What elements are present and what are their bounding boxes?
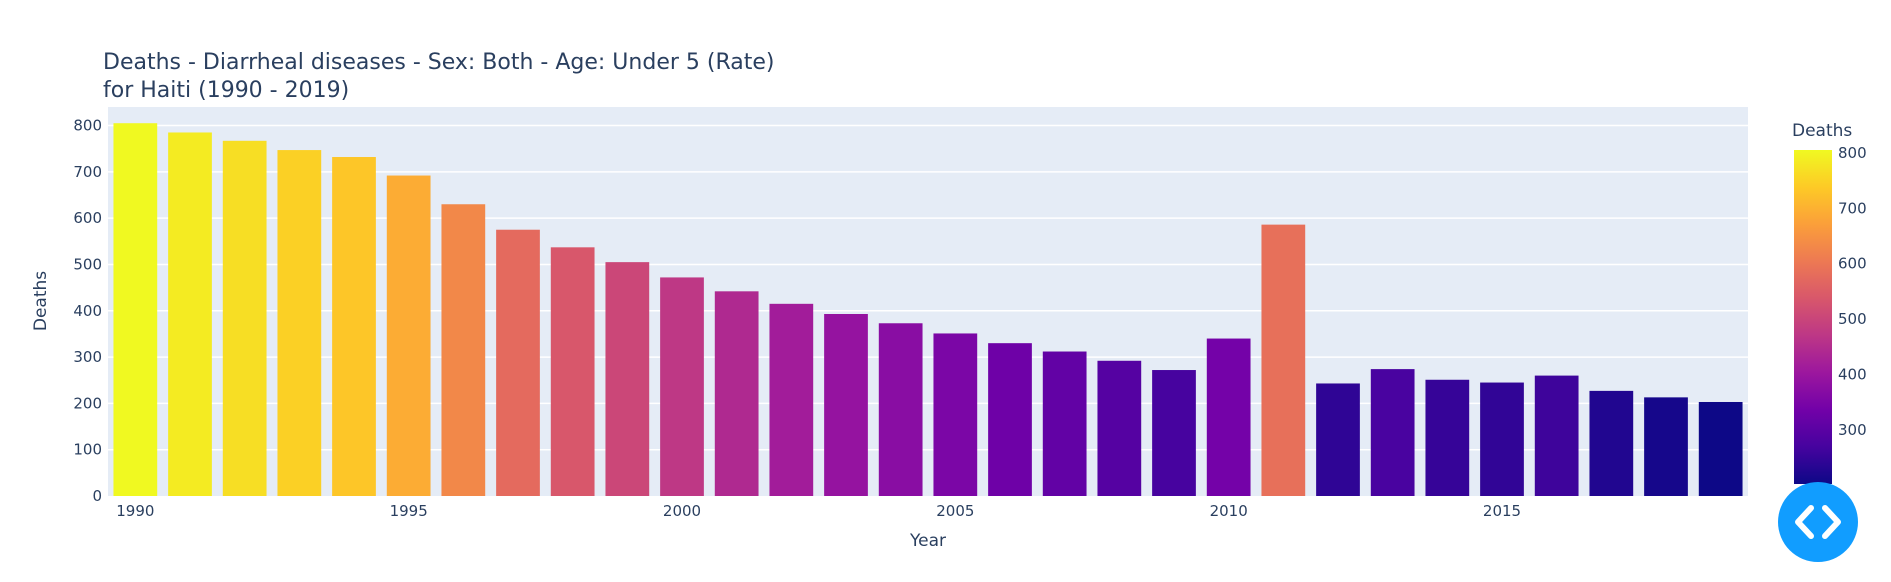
x-tick-label: 2015 (1483, 502, 1521, 520)
colorbar-tick-label: 500 (1838, 310, 1867, 328)
bar-2010 (1206, 338, 1251, 496)
x-tick-label: 2005 (936, 502, 974, 520)
x-axis-title: Year (909, 531, 946, 551)
x-tick-label: 2000 (663, 502, 701, 520)
code-brackets-icon (1795, 505, 1841, 539)
y-axis-title: Deaths (31, 271, 51, 331)
bar-2005 (933, 333, 978, 496)
code-toggle-button[interactable] (1778, 482, 1858, 562)
bar-2017 (1589, 390, 1634, 496)
bar-2001 (714, 291, 759, 496)
bar-1998 (550, 247, 595, 496)
bar-2018 (1644, 397, 1688, 496)
bar-2007 (1042, 351, 1087, 496)
y-tick-label: 0 (92, 487, 102, 505)
bar-1992 (222, 140, 267, 496)
bar-2000 (660, 277, 704, 496)
bar-2003 (824, 314, 868, 496)
bar-1994 (332, 157, 376, 496)
x-tick-label: 2010 (1210, 502, 1248, 520)
y-tick-label: 800 (73, 117, 102, 135)
bar-2009 (1152, 370, 1196, 496)
bar-2011 (1261, 224, 1306, 496)
bar-2014 (1425, 379, 1470, 496)
chart-subtitle: for Haiti (1990 - 2019) (103, 78, 349, 103)
bar-1999 (605, 262, 650, 496)
colorbar (1794, 150, 1832, 484)
y-tick-label: 100 (73, 441, 102, 459)
y-tick-label: 300 (73, 348, 102, 366)
bar-1997 (496, 229, 540, 496)
y-tick-label: 700 (73, 163, 102, 181)
bar-1996 (441, 204, 486, 496)
bar-1995 (386, 175, 431, 497)
bar-2016 (1534, 375, 1579, 496)
y-axis-ticks: 0 100 200 300 400 500 600 700 800 (73, 117, 102, 505)
bar-2015 (1480, 382, 1524, 496)
colorbar-tick-label: 600 (1838, 255, 1867, 273)
bar-1993 (277, 150, 322, 496)
bar-2019 (1698, 401, 1743, 496)
bar-2008 (1097, 360, 1142, 496)
bars (113, 123, 1743, 497)
colorbar-title: Deaths (1792, 121, 1852, 141)
bar-1991 (168, 132, 212, 496)
bar-2013 (1370, 369, 1415, 496)
bar-2002 (769, 303, 814, 496)
bar-2004 (878, 323, 923, 496)
colorbar-tick-label: 800 (1838, 144, 1867, 162)
bar-2006 (988, 343, 1032, 496)
x-tick-label: 1990 (116, 502, 154, 520)
y-tick-label: 200 (73, 394, 102, 412)
y-tick-label: 600 (73, 209, 102, 227)
colorbar-ticks: 300 400 500 600 700 800 (1838, 144, 1867, 439)
chart-title: Deaths - Diarrheal diseases - Sex: Both … (103, 50, 775, 75)
bar-1990 (113, 123, 158, 496)
bar-2012 (1316, 383, 1360, 496)
y-tick-label: 500 (73, 255, 102, 273)
colorbar-tick-label: 400 (1838, 366, 1867, 384)
gridlines (108, 124, 1748, 451)
colorbar-tick-label: 300 (1838, 421, 1867, 439)
colorbar-tick-label: 700 (1838, 199, 1867, 217)
y-tick-label: 400 (73, 302, 102, 320)
x-axis-ticks: 1990 1995 2000 2005 2010 2015 (116, 502, 1521, 520)
x-tick-label: 1995 (390, 502, 428, 520)
